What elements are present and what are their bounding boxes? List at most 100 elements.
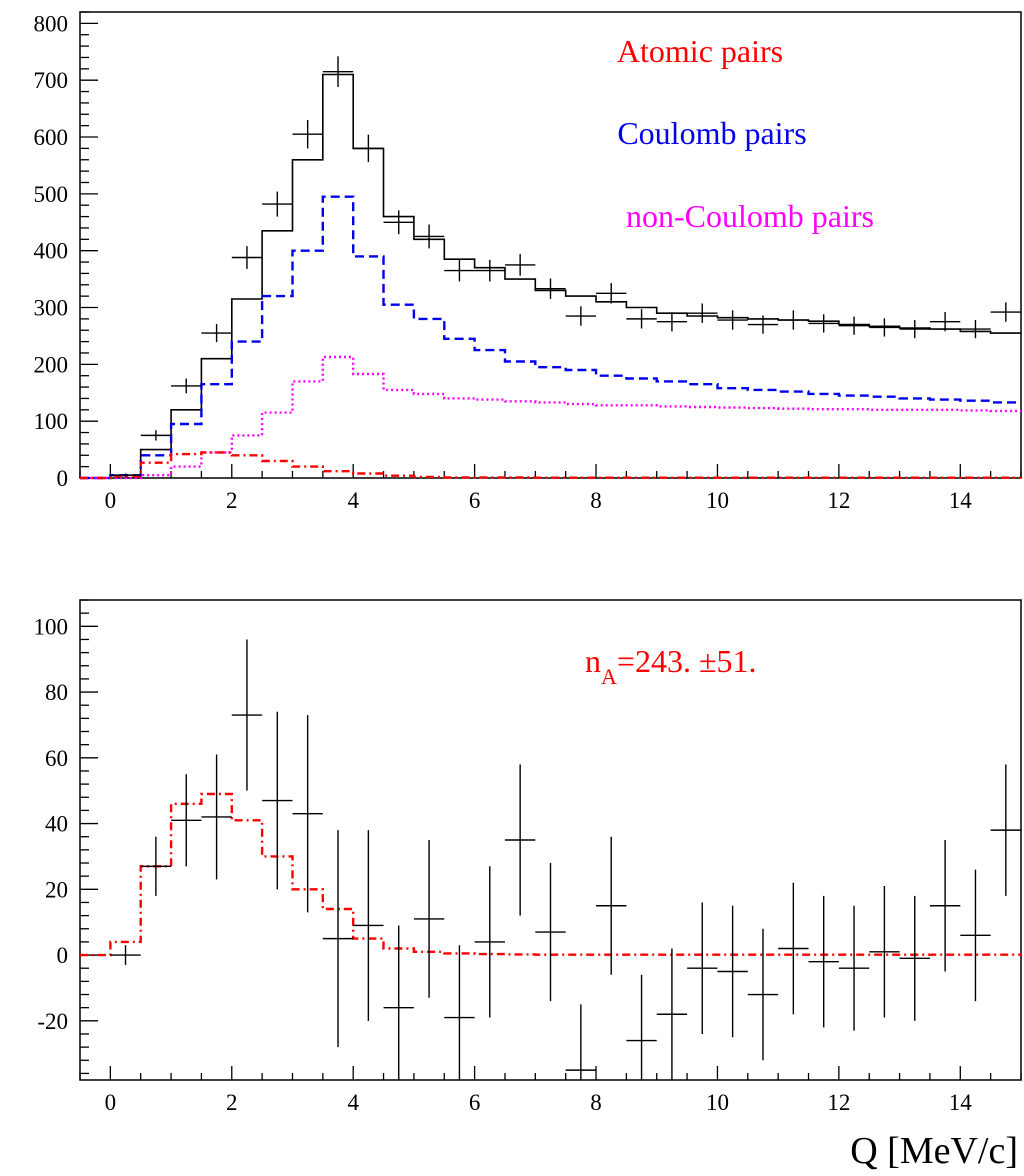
top-x-tick-label: 8: [590, 488, 602, 513]
top-data-point: [656, 312, 688, 332]
bottom-data-point: [353, 830, 384, 1021]
top-data-point: [353, 134, 384, 163]
top-series-coulomb-pairs: [80, 195, 1021, 480]
top-series-atomic-pairs: [80, 451, 1021, 480]
top-series-non-coulomb-pairs: [80, 355, 1021, 480]
bottom-data-point: [656, 948, 688, 1080]
bottom-data-point: [929, 840, 961, 972]
top-data-point: [960, 320, 991, 339]
top-x-tick-label: 6: [469, 488, 481, 513]
top-data-point: [383, 210, 414, 235]
bottom-series-group: [80, 792, 1021, 957]
bottom-x-tick-label: 14: [949, 1090, 973, 1115]
top-y-tick-label: 0: [57, 466, 69, 491]
bottom-x-tick-label: 8: [590, 1090, 602, 1115]
bottom-data-point: [201, 754, 232, 880]
bottom-data-point: [687, 902, 718, 1034]
atomic-count-annotation: nA=243. ±51.: [585, 643, 757, 689]
top-panel: 0 2 4 6 8 10 12 14 0 100 200 300 400 500 600 700 800 At…: [34, 11, 1022, 513]
bottom-x-tick-label: 12: [827, 1090, 850, 1115]
bottom-data-points: [110, 639, 1021, 1080]
bottom-data-point: [504, 764, 536, 916]
top-x-tick-label: 4: [347, 488, 359, 513]
bottom-x-ticks: 0 2 4 6 8 10 12 14: [79, 1066, 1022, 1115]
bottom-data-point: [413, 840, 445, 998]
bottom-data-point: [474, 866, 505, 1018]
bottom-data-point: [231, 639, 263, 791]
top-data-point: [110, 473, 141, 477]
top-data-point: [626, 309, 657, 329]
bottom-data-point: [535, 863, 566, 1002]
annotation-symbol: n: [585, 643, 601, 679]
top-data-point: [747, 315, 779, 334]
top-data-point: [929, 312, 961, 332]
top-y-tick-label: 400: [34, 239, 69, 264]
bottom-data-point: [171, 774, 202, 867]
top-data-point: [687, 303, 718, 323]
bottom-y-ticks: -20 0 20 40 60 80 100: [34, 599, 98, 1075]
top-data-points: [110, 56, 1021, 477]
bottom-y-tick-label: 0: [57, 943, 69, 968]
top-data-point: [778, 310, 809, 330]
bottom-data-point: [322, 830, 354, 1048]
bottom-y-tick-label: 100: [34, 614, 69, 639]
top-data-point: [262, 191, 293, 217]
top-y-tick-label: 500: [34, 182, 69, 207]
bottom-data-point: [899, 895, 930, 1021]
bottom-data-point: [869, 886, 900, 1018]
bottom-data-point: [262, 711, 293, 890]
top-data-point: [444, 259, 475, 282]
top-data-point: [535, 278, 566, 299]
annotation-subscript: A: [601, 664, 617, 689]
top-y-tick-label: 800: [34, 11, 69, 36]
top-x-ticks: 0 2 4 6 8 10 12 14: [79, 464, 1022, 513]
legend-coulomb-pairs: Coulomb pairs: [617, 115, 806, 151]
top-data-point: [838, 316, 870, 335]
top-data-point: [231, 246, 263, 269]
top-plot-frame: [79, 11, 1022, 479]
bottom-panel: 0 2 4 6 8 10 12 14 -20 0 20 40 60 80 100 nA=243. ±51.…: [34, 599, 1022, 1172]
top-y-tick-label: 200: [34, 352, 69, 377]
bottom-x-tick-label: 10: [706, 1090, 729, 1115]
x-axis-label: Q [MeV/c]: [850, 1130, 1018, 1172]
legend-atomic-pairs: Atomic pairs: [617, 33, 783, 69]
bottom-data-point: [110, 945, 141, 965]
top-x-tick-label: 0: [105, 488, 117, 513]
top-series-total-fit: [80, 73, 1021, 479]
top-data-point: [899, 320, 930, 339]
bottom-data-point: [990, 764, 1021, 896]
bottom-data-point: [383, 925, 414, 1080]
top-data-point: [565, 306, 597, 326]
top-x-tick-label: 12: [827, 488, 850, 513]
bottom-series-atomic-fit: [80, 792, 1021, 957]
bottom-data-point: [808, 895, 839, 1028]
bottom-data-point: [778, 882, 809, 1015]
bottom-data-point: [717, 905, 748, 1038]
top-data-point: [201, 323, 232, 343]
top-data-point: [869, 318, 900, 337]
bottom-data-point: [838, 905, 870, 1031]
bottom-y-tick-label: 80: [45, 680, 68, 705]
top-y-tick-label: 600: [34, 125, 69, 150]
top-data-point: [413, 224, 445, 249]
top-data-point: [140, 430, 172, 441]
bottom-data-point: [292, 715, 323, 913]
bottom-x-tick-label: 4: [347, 1090, 359, 1115]
bottom-x-tick-label: 0: [105, 1090, 117, 1115]
top-y-tick-label: 700: [34, 68, 69, 93]
annotation-value: =243. ±51.: [617, 643, 757, 679]
top-x-tick-label: 14: [949, 488, 973, 513]
bottom-y-tick-label: 40: [45, 812, 68, 837]
top-data-point: [474, 259, 505, 282]
top-data-point: [292, 119, 323, 149]
bottom-data-point: [444, 945, 475, 1080]
top-x-tick-label: 2: [226, 488, 238, 513]
top-y-tick-label: 300: [34, 296, 69, 321]
top-x-tick-label: 10: [706, 488, 729, 513]
top-y-tick-label: 100: [34, 409, 69, 434]
top-data-point: [808, 314, 839, 333]
bottom-x-tick-label: 2: [226, 1090, 238, 1115]
top-data-point: [717, 310, 748, 330]
legend-non-coulomb-pairs: non-Coulomb pairs: [626, 198, 874, 234]
